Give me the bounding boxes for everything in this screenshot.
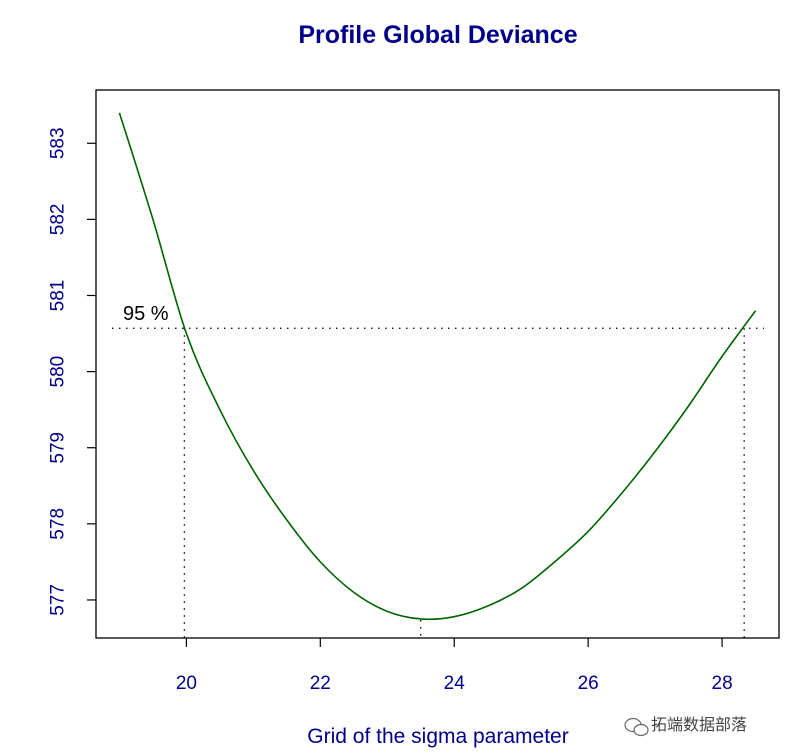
x-tick-label: 24: [444, 673, 466, 694]
y-tick-label: 579: [48, 432, 69, 464]
watermark: 拓端数据部落: [624, 715, 747, 737]
chart-title: Profile Global Deviance: [298, 21, 577, 49]
confidence-label: 95 %: [123, 303, 169, 325]
x-axis-label: Grid of the sigma parameter: [307, 725, 568, 748]
x-tick-label: 20: [176, 673, 197, 694]
x-tick-label: 26: [578, 673, 599, 694]
y-tick-label: 581: [48, 280, 69, 312]
y-tick-label: 578: [48, 508, 69, 540]
y-tick-label: 580: [48, 356, 69, 388]
y-tick-label: 582: [48, 204, 69, 236]
watermark-text: 拓端数据部落: [651, 715, 747, 734]
y-tick-label: 577: [48, 584, 69, 616]
wechat-icon: [624, 717, 649, 737]
reference-lines: [112, 327, 764, 638]
plot-frame: [95, 89, 780, 639]
deviance-curve: [118, 112, 757, 621]
x-axis: 20 22 24 26 28: [176, 638, 733, 694]
y-axis: 577 578 579 580 581 582 583: [48, 127, 96, 616]
x-tick-label: 22: [310, 673, 331, 694]
y-tick-label: 583: [48, 127, 69, 159]
x-tick-label: 28: [712, 673, 733, 694]
